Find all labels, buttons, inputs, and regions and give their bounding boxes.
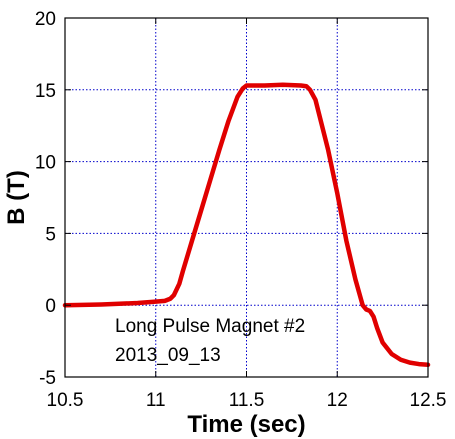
y-tick-label: 5 xyxy=(45,224,56,245)
x-axis-title: Time (sec) xyxy=(187,411,305,438)
x-tick-label: 10.5 xyxy=(47,390,84,411)
y-tick-label: 15 xyxy=(35,81,56,102)
x-tick-label: 12 xyxy=(327,390,348,411)
x-tick-label: 12.5 xyxy=(410,390,447,411)
y-axis-title: B (T) xyxy=(3,170,30,225)
series-line xyxy=(62,82,431,368)
y-tick-label: 20 xyxy=(35,9,56,30)
x-tick-label: 11 xyxy=(146,390,166,411)
y-tick-label: 10 xyxy=(35,153,56,174)
annotation-magnet-name: Long Pulse Magnet #2 xyxy=(115,316,305,337)
y-tick-label: -5 xyxy=(39,368,56,389)
x-tick-label: 11.5 xyxy=(229,390,265,411)
y-tick-label: 0 xyxy=(45,296,56,317)
annotation-date: 2013_09_13 xyxy=(115,345,221,366)
